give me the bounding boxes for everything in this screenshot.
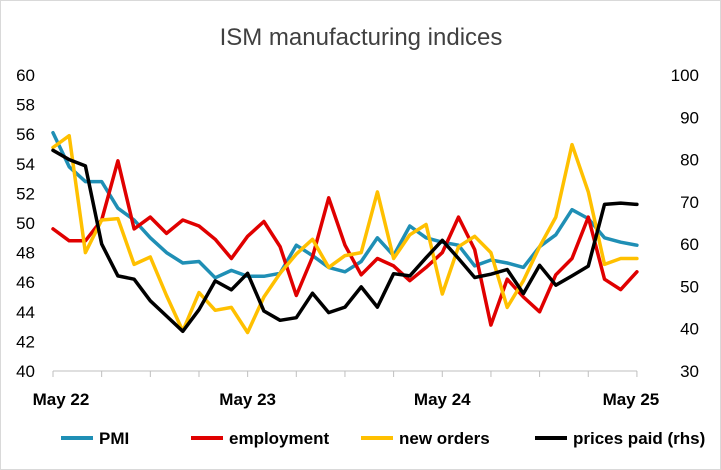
- legend-label: employment: [229, 429, 329, 448]
- y-left-tick-label: 42: [16, 332, 35, 351]
- x-tick-label: May 23: [219, 390, 276, 409]
- y-left-tick-label: 54: [16, 155, 35, 174]
- y-axis-left: 40 42 44 46 48 50 52 54 56 58 60: [16, 66, 35, 381]
- y-left-tick-label: 44: [16, 303, 35, 322]
- chart-title: ISM manufacturing indices: [220, 24, 503, 51]
- x-tick-label: May 22: [33, 390, 90, 409]
- y-right-tick-label: 60: [680, 235, 699, 254]
- y-left-tick-label: 58: [16, 96, 35, 115]
- y-right-tick-label: 40: [680, 320, 699, 339]
- y-right-tick-label: 70: [680, 193, 699, 212]
- legend-label: new orders: [399, 429, 490, 448]
- y-left-tick-label: 48: [16, 244, 35, 263]
- y-right-tick-label: 90: [680, 108, 699, 127]
- series-line-new-orders: [51, 133, 639, 335]
- y-left-tick-label: 56: [16, 125, 35, 144]
- x-tick-label: May 25: [603, 390, 660, 409]
- legend-label: prices paid (rhs): [573, 429, 705, 448]
- y-right-tick-label: 30: [680, 362, 699, 381]
- x-axis: May 22 May 23 May 24 May 25: [33, 371, 660, 409]
- legend-label: PMI: [99, 429, 129, 448]
- y-left-tick-label: 40: [16, 362, 35, 381]
- plot-area: [51, 130, 639, 335]
- y-left-tick-label: 50: [16, 214, 35, 233]
- y-left-tick-label: 60: [16, 66, 35, 85]
- x-tick-label: May 24: [414, 390, 471, 409]
- y-left-tick-label: 46: [16, 273, 35, 292]
- y-left-tick-label: 52: [16, 184, 35, 203]
- y-right-tick-label: 100: [671, 66, 699, 85]
- y-axis-right: 30 40 50 60 70 80 90 100: [671, 66, 699, 381]
- y-right-tick-label: 80: [680, 151, 699, 170]
- legend: PMI employment new orders prices paid (rhs): [61, 429, 705, 448]
- series-line-prices-paid-rhs: [51, 148, 639, 334]
- series-line-employment: [51, 159, 639, 327]
- y-right-tick-label: 50: [680, 277, 699, 296]
